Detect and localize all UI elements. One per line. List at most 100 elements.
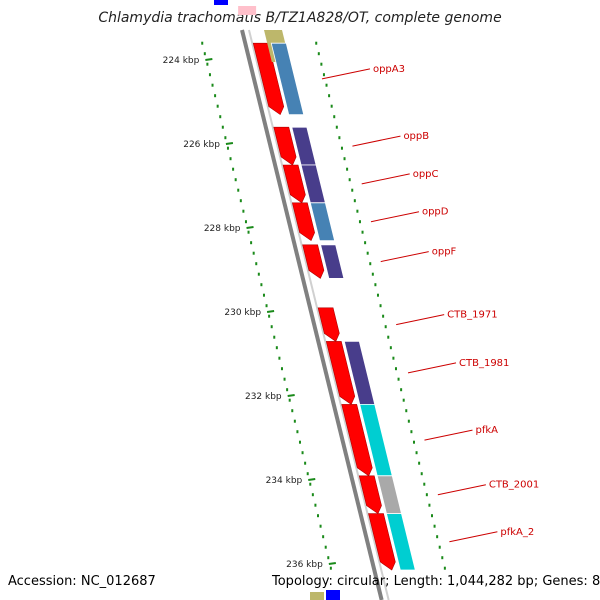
- minor-tick: [425, 493, 428, 497]
- minor-tick: [387, 335, 390, 339]
- minor-tick: [343, 157, 346, 161]
- gene-label: CTB_1971: [447, 310, 497, 321]
- minor-tick: [384, 325, 387, 329]
- minor-tick: [366, 251, 369, 255]
- minor-tick: [394, 367, 397, 371]
- minor-tick: [353, 199, 356, 203]
- feature-blue-top: [214, 0, 228, 5]
- minor-tick: [214, 94, 217, 98]
- minor-tick: [397, 377, 400, 381]
- minor-tick: [364, 241, 367, 245]
- major-tick: [287, 394, 295, 397]
- gene-label-leader: [407, 362, 457, 374]
- minor-tick: [412, 440, 415, 444]
- minor-tick: [298, 440, 301, 444]
- genome-summary: Topology: circular; Length: 1,044,282 bp…: [272, 574, 600, 589]
- minor-tick: [382, 314, 385, 318]
- minor-tick: [415, 451, 418, 455]
- minor-tick: [224, 136, 227, 140]
- minor-tick: [283, 377, 286, 381]
- tick-label: 232 kbp: [245, 392, 282, 402]
- minor-tick: [410, 430, 413, 434]
- cog-block: [309, 202, 336, 242]
- tick-label: 236 kbp: [286, 560, 323, 570]
- minor-tick: [348, 178, 351, 182]
- minor-tick: [257, 272, 260, 276]
- minor-tick: [221, 125, 224, 129]
- accession-info: Accession: NC_012687: [8, 574, 156, 589]
- minor-tick: [392, 356, 395, 360]
- minor-tick: [400, 388, 403, 392]
- minor-tick: [280, 367, 283, 371]
- minor-tick: [358, 220, 361, 224]
- minor-tick: [234, 178, 237, 182]
- minor-tick: [322, 535, 325, 539]
- minor-tick: [244, 220, 247, 224]
- minor-tick: [201, 41, 204, 45]
- minor-tick: [428, 503, 431, 507]
- minor-tick: [374, 283, 377, 287]
- minor-tick: [237, 188, 240, 192]
- minor-tick: [441, 556, 444, 560]
- minor-tick: [203, 52, 206, 56]
- cog-block: [270, 42, 305, 115]
- minor-tick: [338, 136, 341, 140]
- gene-label: pfkA_2: [500, 527, 534, 538]
- minor-tick: [206, 62, 209, 66]
- minor-tick: [255, 262, 258, 266]
- gene-label-leader: [352, 135, 401, 147]
- cds-track: [214, 0, 396, 571]
- minor-tick: [423, 482, 426, 486]
- gene-label-leader: [396, 314, 445, 326]
- minor-tick: [265, 304, 268, 308]
- gene-label: CTB_1981: [459, 358, 509, 369]
- minor-tick: [369, 262, 372, 266]
- cds-arrow: [341, 404, 373, 477]
- topology-label: Topology:: [272, 574, 333, 589]
- cog-block: [385, 513, 416, 571]
- minor-tick: [314, 503, 317, 507]
- gene-label: oppB: [403, 131, 429, 142]
- minor-tick: [361, 230, 364, 234]
- minor-tick: [250, 241, 253, 245]
- minor-tick: [443, 566, 446, 570]
- minor-tick: [356, 209, 359, 213]
- tick-label: 224 kbp: [163, 56, 200, 66]
- gene-label: oppD: [422, 207, 449, 218]
- minor-tick: [436, 535, 439, 539]
- cds-arrow: [302, 244, 325, 279]
- minor-tick: [371, 272, 374, 276]
- gene-label-leader: [449, 531, 498, 543]
- minor-tick: [319, 524, 322, 528]
- length-value: 1,044,282 bp: [447, 574, 534, 589]
- topology-value: circular: [336, 574, 386, 589]
- minor-tick: [219, 115, 222, 119]
- minor-tick: [262, 293, 265, 297]
- gene-label: oppC: [413, 169, 439, 180]
- gene-label: oppA3: [373, 64, 405, 75]
- backbone-line: [240, 29, 384, 600]
- minor-tick: [315, 41, 318, 45]
- tick-label: 226 kbp: [183, 140, 220, 150]
- minor-tick: [340, 146, 343, 150]
- minor-tick: [376, 293, 379, 297]
- minor-tick: [346, 167, 349, 171]
- minor-tick: [320, 62, 323, 66]
- minor-tick: [322, 73, 325, 77]
- cds-arrow: [317, 307, 340, 342]
- minor-tick: [291, 409, 294, 413]
- minor-tick: [351, 188, 354, 192]
- minor-tick: [309, 482, 312, 486]
- gene-labels: oppA3 oppB oppC oppD oppF CTB_1971 CTB_1981pfk…: [321, 64, 539, 543]
- cog-block: [300, 164, 326, 204]
- cds-arrow: [325, 341, 356, 405]
- tick-track: 224 kbp 226 kbp 228 kbp 230 kbp 232 kbp 234 k…: [163, 41, 446, 570]
- minor-tick: [407, 419, 410, 423]
- minor-tick: [268, 314, 271, 318]
- minor-tick: [270, 325, 273, 329]
- minor-tick: [304, 461, 307, 465]
- gene-label: pfkA: [475, 425, 498, 436]
- minor-tick: [311, 493, 314, 497]
- cds-arrow: [291, 202, 315, 242]
